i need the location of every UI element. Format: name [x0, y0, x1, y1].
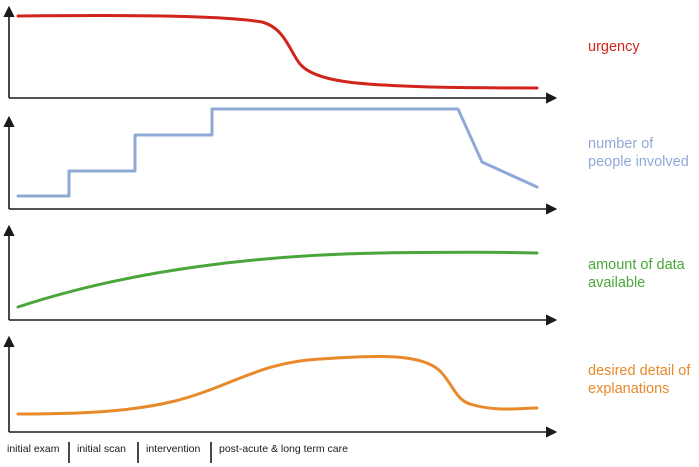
urgency-label: urgency [588, 39, 640, 55]
phase-initial-scan: initial scan [77, 443, 126, 455]
detail-label: desired detail of explanations [588, 363, 694, 397]
data-label: amount of data available [588, 257, 689, 291]
data-panel: amount of data available [3, 224, 689, 326]
urgency-panel: urgency [3, 5, 640, 104]
detail-curve [16, 354, 539, 416]
data-curve [16, 250, 539, 309]
phase-initial-exam: initial exam [7, 443, 60, 455]
phase-intervention: intervention [146, 443, 200, 455]
people-curve [16, 107, 539, 198]
phase-labels: initial exam initial scan intervention p… [7, 442, 348, 463]
people-label: number of people involved [588, 136, 689, 170]
phase-post-acute-care: post-acute & long term care [219, 443, 348, 455]
people-panel: number of people involved [3, 107, 689, 215]
urgency-curve [16, 14, 539, 90]
detail-panel: desired detail of explanations [3, 335, 694, 438]
